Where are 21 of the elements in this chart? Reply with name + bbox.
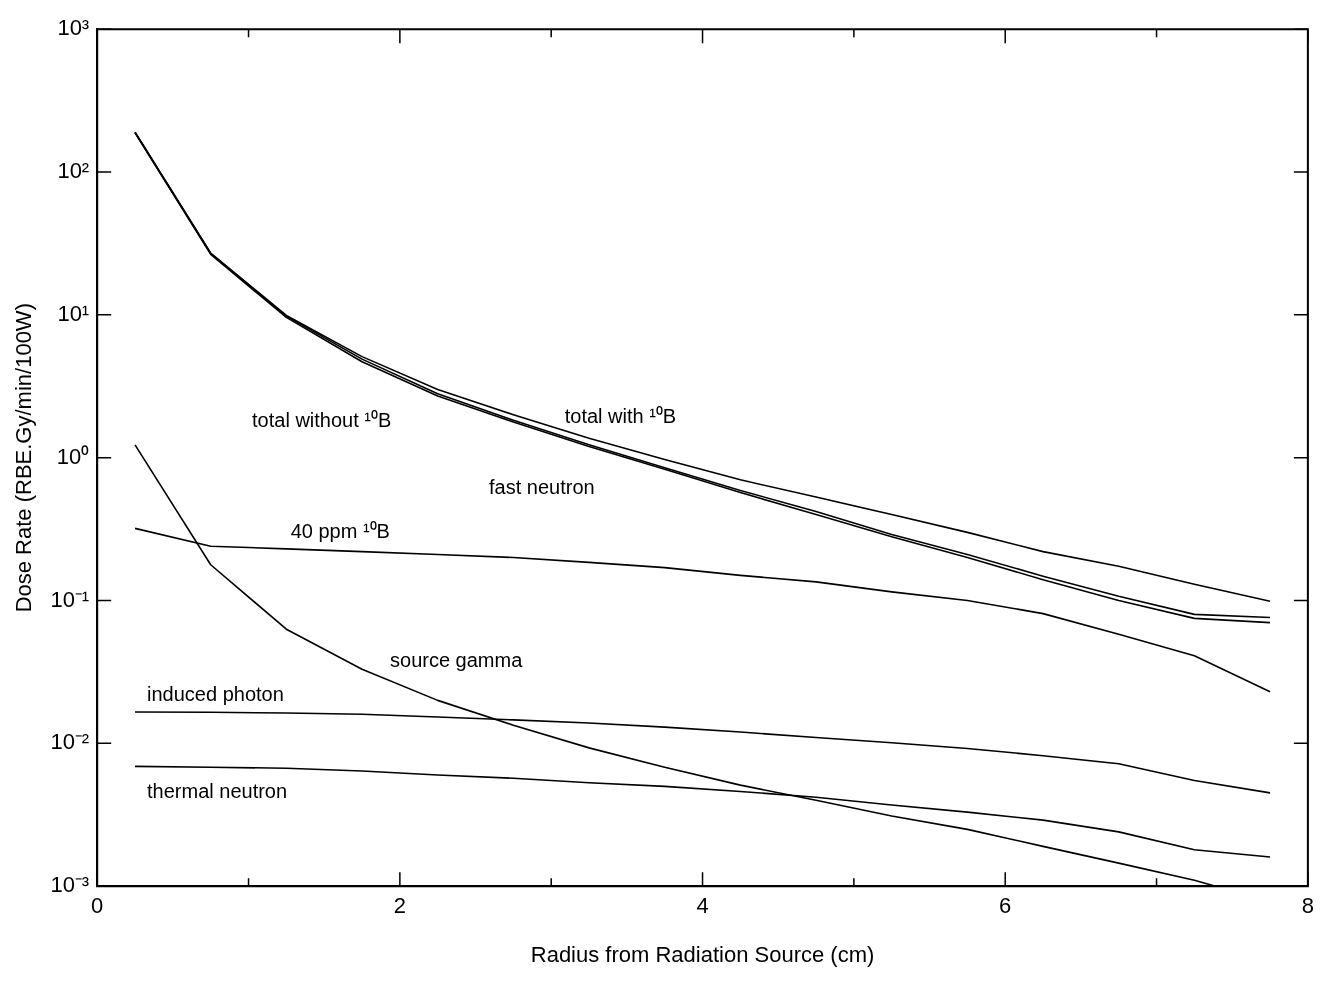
x-tick-label: 2 <box>393 893 406 919</box>
y-tick-label: 10⁻³ <box>50 872 90 898</box>
series-label: total without ¹⁰B <box>252 408 392 431</box>
series-label: 40 ppm ¹⁰B <box>290 519 390 542</box>
y-axis-title: Dose Rate (RBE.Gy/min/100W) <box>11 303 37 613</box>
series-label: thermal neutron <box>147 779 288 802</box>
y-tick-label: 10⁻² <box>50 729 90 755</box>
series-label: total with ¹⁰B <box>564 405 677 428</box>
series-label: source gamma <box>390 648 524 671</box>
x-tick-label: 6 <box>999 893 1012 919</box>
y-tick-label: 10⁰ <box>56 443 90 469</box>
series-label: induced photon <box>147 683 284 706</box>
series-label: fast neutron <box>489 475 595 498</box>
x-tick-label: 4 <box>696 893 709 919</box>
x-tick-label: 0 <box>91 893 104 919</box>
y-tick-label: 10⁻¹ <box>50 586 90 612</box>
y-tick-label: 10² <box>57 158 90 184</box>
x-axis-title: Radius from Radiation Source (cm) <box>530 941 875 967</box>
y-tick-label: 10¹ <box>57 300 90 326</box>
y-tick-label: 10³ <box>57 15 90 41</box>
x-tick-label: 8 <box>1301 893 1315 919</box>
